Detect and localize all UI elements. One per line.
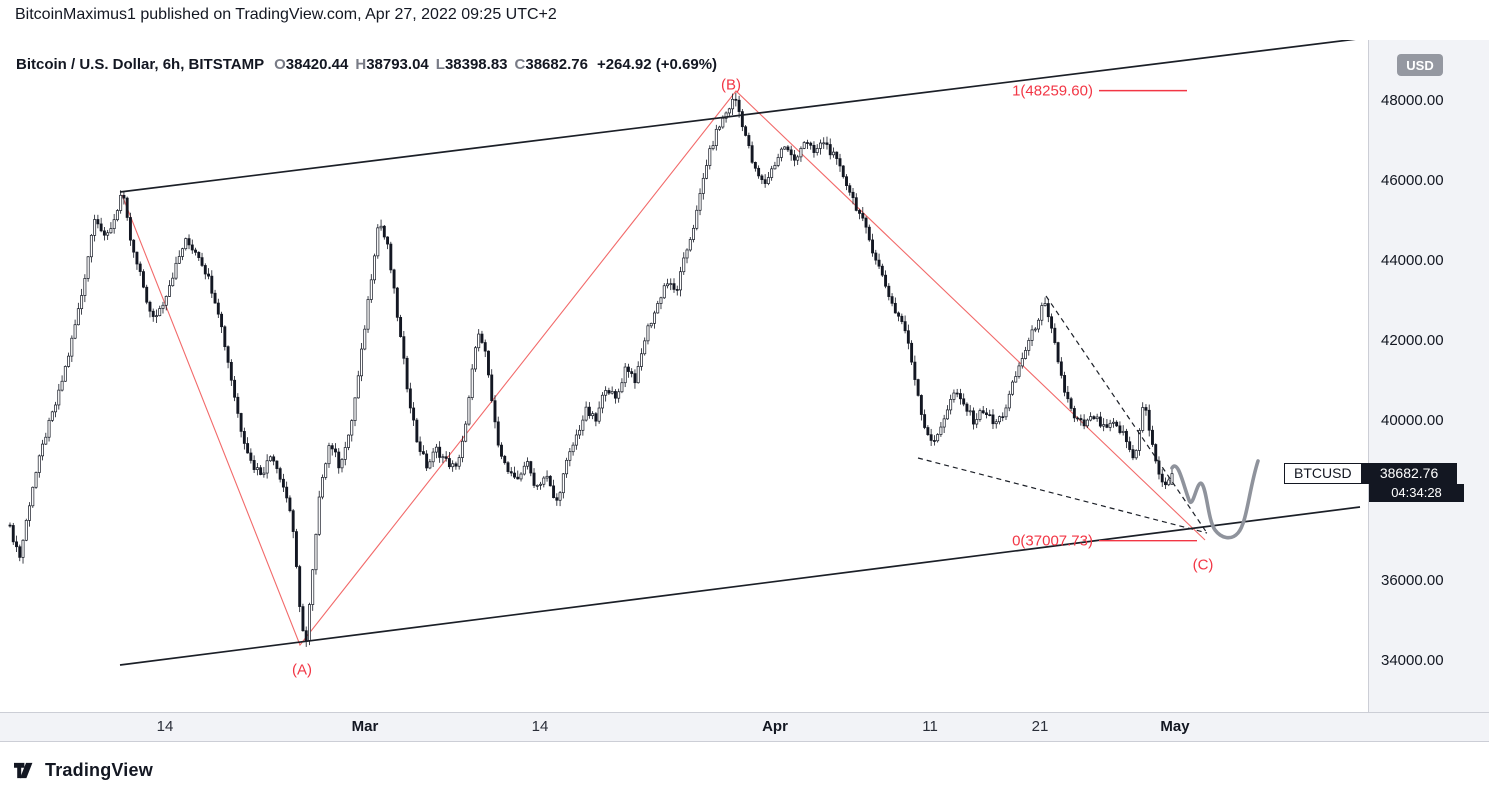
time-axis[interactable]: 14 Mar 14 Apr 11 21 May bbox=[0, 712, 1489, 742]
lower-channel-line bbox=[119, 506, 1361, 666]
price-axis[interactable]: USD 48000.00 46000.00 44000.00 42000.00 4000… bbox=[1368, 40, 1489, 742]
bar-countdown: 04:34:28 bbox=[1369, 484, 1464, 502]
tradingview-logo-icon bbox=[14, 762, 33, 779]
last-price-symbol: BTCUSD bbox=[1284, 463, 1362, 484]
price-tick-label: 44000.00 bbox=[1381, 252, 1444, 269]
currency-badge: USD bbox=[1397, 54, 1443, 76]
ohlc-value: 38398.83 bbox=[444, 56, 508, 73]
price-chart-canvas bbox=[8, 40, 1361, 666]
footer-brand-link[interactable]: TradingView bbox=[14, 760, 153, 781]
ohlc-values: O38420.44 H38793.04 L38398.83 C38682.76 bbox=[274, 56, 595, 73]
time-tick-label: Mar bbox=[351, 718, 379, 735]
time-tick-label: May bbox=[1160, 718, 1190, 735]
price-tick-label: 48000.00 bbox=[1381, 92, 1444, 109]
chart-area[interactable]: Bitcoin / U.S. Dollar, 6h, BITSTAMP O3842… bbox=[0, 40, 1368, 712]
time-tick-label: 21 bbox=[1031, 718, 1049, 735]
projection-path-line bbox=[1170, 459, 1260, 540]
ohlc-value: 38420.44 bbox=[285, 56, 349, 73]
ohlc-key: C bbox=[514, 56, 526, 73]
footer-brand-text: TradingView bbox=[45, 760, 153, 780]
last-price-label: BTCUSD 38682.76 bbox=[1284, 463, 1457, 484]
wave-label[interactable]: (B) bbox=[721, 76, 741, 94]
wave-label[interactable]: (C) bbox=[1192, 556, 1214, 574]
time-tick-label: 14 bbox=[156, 718, 174, 735]
ohlc-key: O bbox=[274, 56, 286, 73]
ohlc-key: L bbox=[435, 56, 445, 73]
last-price-value: 38682.76 bbox=[1361, 463, 1457, 484]
level-label[interactable]: 1(48259.60) bbox=[1012, 82, 1093, 100]
ohlc-value: 38682.76 bbox=[525, 56, 588, 73]
price-tick-label: 36000.00 bbox=[1381, 572, 1444, 589]
candlestick-series bbox=[8, 92, 1174, 647]
time-tick-label: 11 bbox=[922, 718, 938, 735]
ohlc-key: H bbox=[355, 56, 367, 73]
impulse-wave-line bbox=[121, 90, 1206, 647]
time-tick-label: 14 bbox=[531, 718, 549, 735]
wedge-lower-line bbox=[917, 457, 1208, 534]
price-tick-label: 34000.00 bbox=[1381, 652, 1444, 669]
attribution-text: BitcoinMaximus1 published on TradingView… bbox=[15, 6, 557, 23]
ohlc-value: 38793.04 bbox=[366, 56, 429, 73]
chart-legend: Bitcoin / U.S. Dollar, 6h, BITSTAMP O3842… bbox=[16, 56, 717, 73]
change-value: +264.92 (+0.69%) bbox=[596, 56, 718, 73]
price-tick-label: 42000.00 bbox=[1381, 332, 1444, 349]
wave-label[interactable]: (A) bbox=[292, 661, 312, 679]
level-label[interactable]: 0(37007.73) bbox=[1012, 532, 1093, 550]
wedge-upper-line bbox=[1045, 295, 1208, 534]
time-tick-label: Apr bbox=[762, 718, 788, 735]
symbol-title: Bitcoin / U.S. Dollar, 6h, BITSTAMP bbox=[16, 56, 265, 73]
price-tick-label: 46000.00 bbox=[1381, 172, 1444, 189]
price-tick-label: 40000.00 bbox=[1381, 412, 1444, 429]
